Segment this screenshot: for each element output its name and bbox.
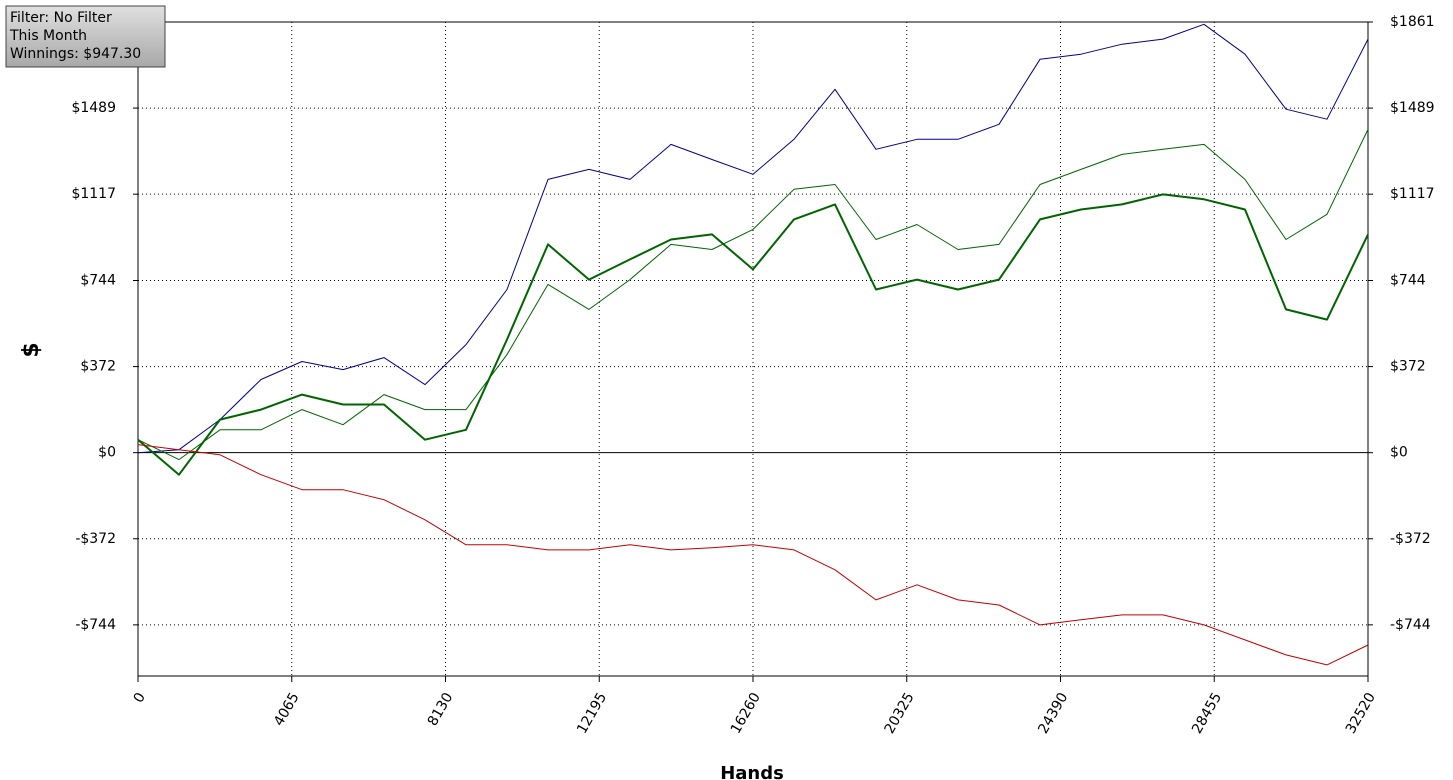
x-tick-label: 0 — [131, 690, 149, 706]
y2-tick-label: -$372 — [1390, 531, 1431, 547]
info-line: Winnings: $947.30 — [10, 46, 141, 62]
y-tick-label: $372 — [80, 359, 116, 375]
series-line — [137, 23, 1369, 454]
y2-tick-label: $744 — [1390, 272, 1426, 288]
info-line: This Month — [9, 28, 87, 44]
y2-tick-label: $0 — [1390, 445, 1408, 461]
x-tick-label: 8130 — [425, 690, 457, 729]
y2-tick-label: $1117 — [1390, 186, 1435, 202]
series-line — [137, 444, 1369, 666]
y-axis-label: $ — [19, 342, 44, 357]
x-tick-label: 12195 — [574, 690, 610, 737]
info-line: Filter: No Filter — [10, 10, 112, 26]
x-tick-label: 28455 — [1189, 690, 1225, 737]
y-tick-label: $1117 — [71, 186, 116, 202]
y-tick-label: -$744 — [75, 617, 116, 633]
x-tick-label: 24390 — [1035, 690, 1071, 737]
y2-tick-label: $1861 — [1390, 14, 1435, 30]
x-axis-label: Hands — [720, 763, 784, 780]
plot-area — [137, 21, 1369, 677]
series-line — [137, 129, 1369, 461]
series-line — [137, 193, 1369, 476]
y2-tick-label: -$744 — [1390, 617, 1431, 633]
x-tick-label: 16260 — [728, 690, 764, 737]
info-box — [5, 5, 166, 68]
x-tick-label: 32520 — [1343, 690, 1379, 737]
x-tick-label: 20325 — [882, 690, 918, 737]
y-tick-label: -$372 — [75, 531, 116, 547]
x-tick-label: 4065 — [271, 690, 303, 729]
y2-tick-label: $372 — [1390, 359, 1426, 375]
y-tick-label: $0 — [98, 445, 116, 461]
y-tick-label: $1489 — [71, 100, 116, 116]
y2-tick-label: $1489 — [1390, 100, 1435, 116]
y-tick-label: $744 — [80, 272, 116, 288]
